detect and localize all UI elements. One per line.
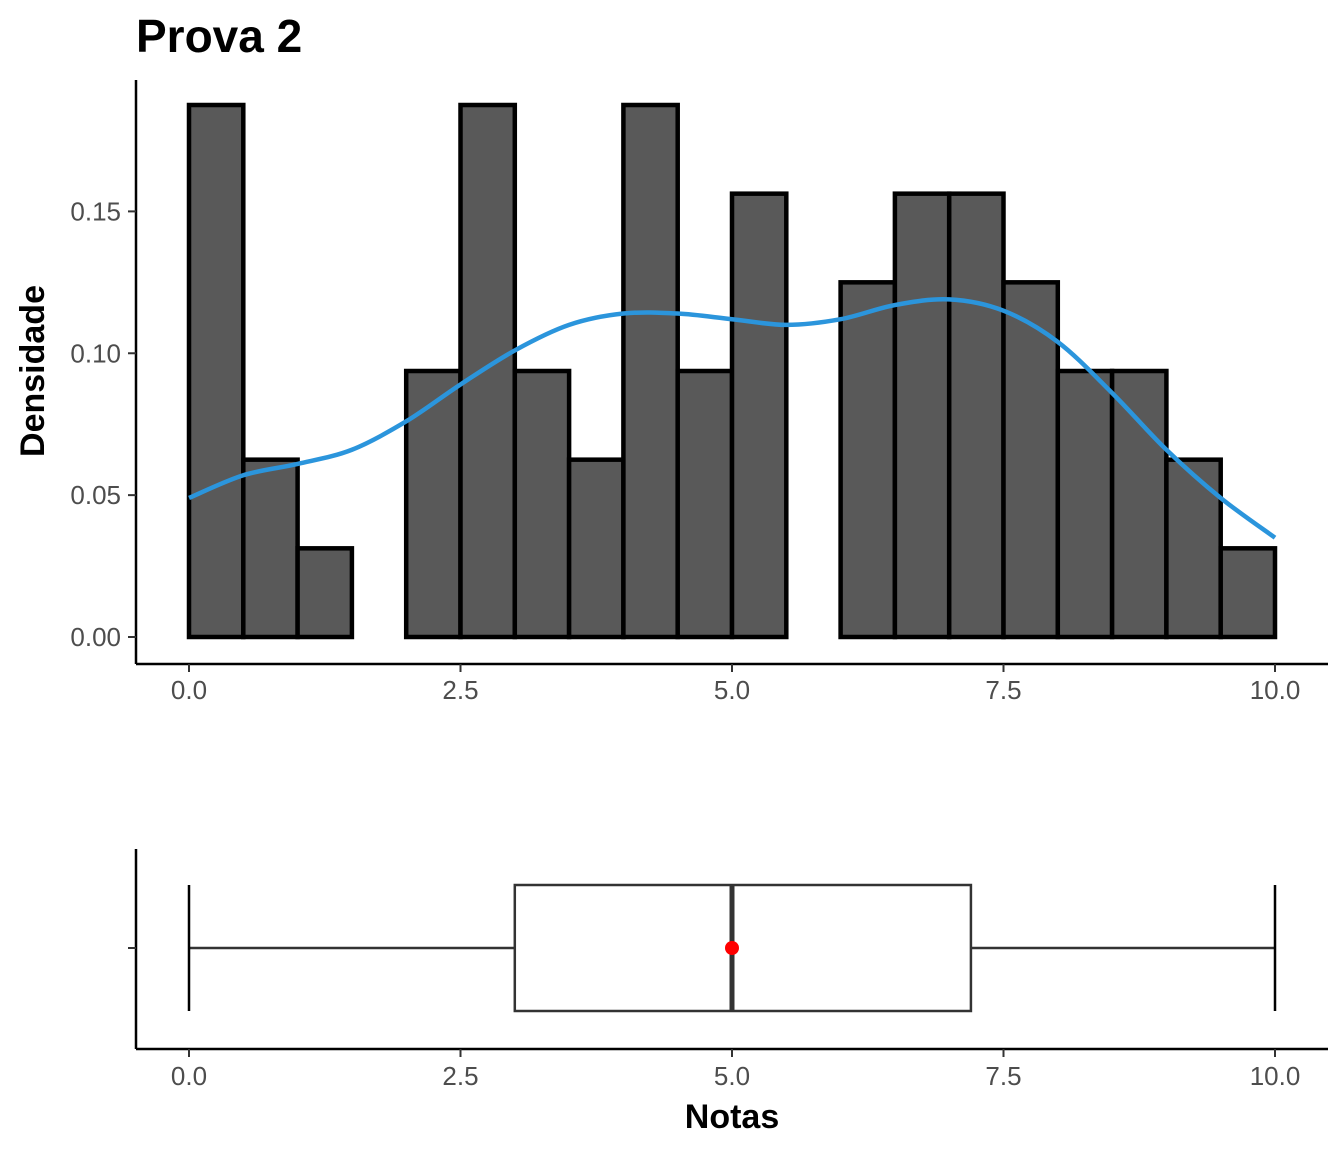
x-tick-label: 5.0 — [714, 675, 750, 705]
boxplot-panel: 0.0 2.5 5.0 7.5 10.0 Notas — [128, 849, 1328, 1136]
histogram-bar — [675, 368, 735, 640]
x-tick-label: 0.0 — [171, 675, 207, 705]
histogram-bar — [892, 191, 952, 640]
boxplot-marks — [187, 883, 1277, 1013]
box-x-tick-label: 7.5 — [985, 1061, 1021, 1091]
x-tick-label: 2.5 — [442, 675, 478, 705]
histogram-bar — [946, 191, 1006, 640]
histogram-bar — [566, 457, 626, 640]
histogram-bar — [295, 546, 355, 640]
y-axis-ticks: 0.00 0.05 0.10 0.15 — [70, 196, 136, 652]
box-x-tick-label: 10.0 — [1250, 1061, 1301, 1091]
histogram-bar — [621, 102, 680, 640]
y-axis-title: Densidade — [14, 285, 52, 457]
histogram-bar — [1055, 368, 1115, 640]
histogram-bar — [403, 368, 463, 640]
histogram-bar — [1164, 457, 1223, 640]
histogram-bar — [1001, 280, 1061, 640]
y-tick-label: 0.05 — [70, 480, 121, 510]
mean-point — [725, 941, 739, 955]
histogram-bar — [1218, 546, 1278, 640]
histogram-bar — [458, 102, 518, 640]
histogram-bar — [838, 280, 898, 640]
histogram-bar — [1109, 368, 1169, 640]
histogram-bars — [186, 102, 1278, 640]
histogram-bar — [512, 368, 572, 640]
y-tick-label: 0.15 — [70, 196, 121, 226]
x-axis-title: Notas — [685, 1098, 779, 1136]
box-x-axis-ticks: 0.0 2.5 5.0 7.5 10.0 — [171, 1049, 1300, 1091]
box-iqr — [513, 883, 973, 1013]
y-tick-label: 0.10 — [70, 338, 121, 368]
histogram-bar — [241, 457, 300, 640]
density-curve — [188, 296, 1277, 540]
chart-title: Prova 2 — [136, 10, 302, 62]
box-x-tick-label: 5.0 — [714, 1061, 750, 1091]
histogram-bar — [186, 102, 246, 640]
x-tick-label: 10.0 — [1250, 675, 1301, 705]
histogram-bar — [729, 191, 789, 640]
histogram-panel: 0.00 0.05 0.10 0.15 0.0 2.5 5.0 7.5 10.0 Densid… — [14, 80, 1328, 705]
box-x-tick-label: 0.0 — [171, 1061, 207, 1091]
x-tick-label: 7.5 — [985, 675, 1021, 705]
box-x-tick-label: 2.5 — [442, 1061, 478, 1091]
y-tick-label: 0.00 — [70, 622, 121, 652]
x-axis-ticks: 0.0 2.5 5.0 7.5 10.0 — [171, 664, 1300, 705]
